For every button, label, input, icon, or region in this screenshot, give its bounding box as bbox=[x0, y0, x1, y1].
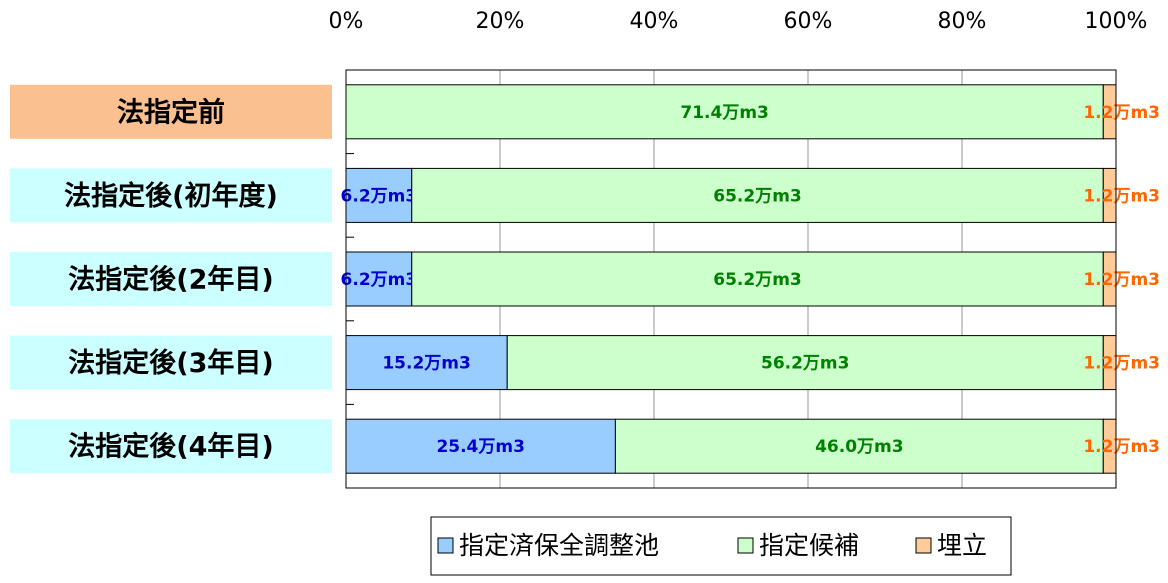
x-tick-label: 100% bbox=[1085, 9, 1148, 34]
bar-segment bbox=[506, 335, 1104, 391]
legend-swatch bbox=[437, 537, 454, 554]
data-label: 6.2万m3 bbox=[341, 270, 418, 290]
category-box bbox=[10, 252, 332, 306]
legend-box bbox=[430, 516, 1012, 576]
bar-segment bbox=[345, 167, 413, 223]
plot-border bbox=[345, 69, 1117, 489]
data-label: 1.2万m3 bbox=[1083, 270, 1160, 290]
bar-segment bbox=[345, 418, 616, 474]
data-label: 1.2万m3 bbox=[1083, 186, 1160, 206]
y-tick-label: 法指定後(3年目) bbox=[68, 347, 273, 379]
data-label: 1.2万m3 bbox=[1083, 103, 1160, 123]
category-box bbox=[10, 419, 332, 474]
category-box bbox=[10, 168, 332, 223]
bar-segment bbox=[411, 251, 1104, 307]
x-tick-label: 20% bbox=[476, 9, 525, 34]
data-label: 15.2万m3 bbox=[382, 354, 471, 374]
y-tick-label: 法指定後(4年目) bbox=[68, 431, 273, 463]
bar-segment bbox=[345, 335, 508, 391]
data-label: 56.2万m3 bbox=[761, 354, 850, 374]
x-tick-label: 80% bbox=[938, 9, 987, 34]
y-tick-label: 法指定後(初年度) bbox=[64, 180, 278, 212]
category-box bbox=[10, 84, 332, 139]
legend-label: 指定候補 bbox=[759, 531, 859, 560]
y-tick-label: 法指定後(2年目) bbox=[68, 264, 273, 296]
bar-segment bbox=[345, 84, 1104, 140]
category-box bbox=[10, 335, 332, 390]
bar-segment bbox=[345, 251, 413, 307]
bar-segment bbox=[411, 167, 1104, 223]
legend-swatch bbox=[915, 537, 932, 554]
legend-swatch bbox=[737, 537, 754, 554]
x-tick-label: 0% bbox=[329, 9, 364, 34]
data-label: 65.2万m3 bbox=[713, 186, 802, 206]
data-label: 65.2万m3 bbox=[713, 270, 802, 290]
data-label: 1.2万m3 bbox=[1083, 437, 1160, 457]
data-label: 1.2万m3 bbox=[1083, 354, 1160, 374]
x-tick-label: 60% bbox=[784, 9, 833, 34]
legend-label: 埋立 bbox=[937, 531, 987, 560]
data-label: 46.0万m3 bbox=[815, 437, 904, 457]
data-label: 6.2万m3 bbox=[341, 186, 418, 206]
x-tick-label: 40% bbox=[630, 9, 679, 34]
data-label: 25.4万m3 bbox=[436, 437, 525, 457]
data-label: 71.4万m3 bbox=[680, 103, 769, 123]
y-tick-label: 法指定前 bbox=[117, 96, 225, 128]
legend-label: 指定済保全調整池 bbox=[459, 531, 659, 560]
